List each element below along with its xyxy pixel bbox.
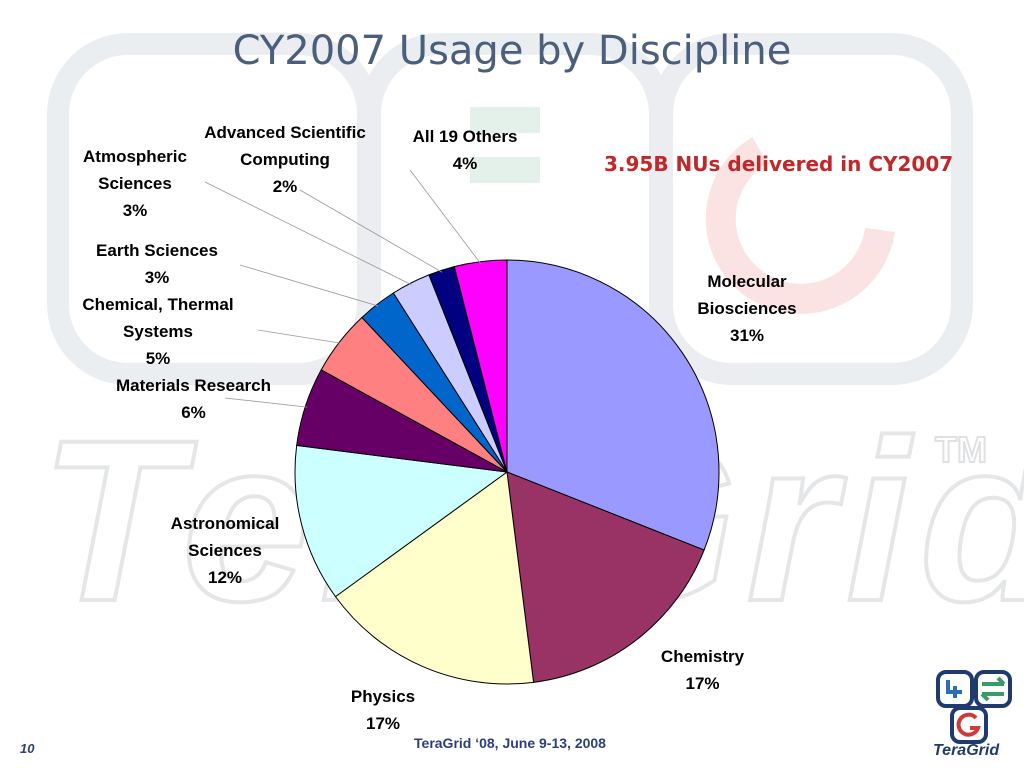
leader-line: [257, 329, 342, 344]
label-astronomical-sciences: Astronomical Sciences 12%: [170, 514, 280, 587]
leader-line: [299, 189, 443, 273]
label-atmospheric-sciences: Atmospheric Sciences 3%: [83, 147, 187, 220]
label-physics: Physics 17%: [350, 687, 416, 733]
label-chemical-thermal-systems: Chemical, Thermal Systems 5%: [82, 295, 234, 368]
watermark-trademark: TM: [935, 429, 987, 470]
pie-slice-astronomical-sciences: [294, 444, 509, 598]
pie-slice-molecular-biosciences: [506, 259, 720, 551]
page-number: 10: [20, 741, 35, 756]
teragrid-logo-text: TeraGrid: [933, 742, 1000, 759]
label-materials-research: Materials Research 6%: [116, 376, 271, 422]
pie-slice-chemistry: [506, 471, 705, 683]
nus-delivered-subtitle: 3.95B NUs delivered in CY2007: [604, 152, 954, 176]
footer-event: TeraGrid ‘08, June 9-13, 2008: [414, 735, 606, 751]
label-earth-sciences: Earth Sciences 3%: [96, 241, 218, 287]
slide-title: CY2007 Usage by Discipline: [232, 28, 792, 74]
pie-slice-all-19-others: [453, 259, 508, 473]
leader-line: [204, 181, 412, 286]
leader-line: [409, 169, 481, 264]
label-chemistry: Chemistry 17%: [660, 647, 745, 693]
label-advanced-scientific-computing: Advanced Scientific Computing 2%: [204, 123, 366, 196]
leader-line: [224, 397, 308, 408]
label-molecular-biosciences: Molecular Biosciences 31%: [697, 272, 797, 345]
pie-slice-physics: [334, 471, 535, 685]
label-all-19-others: All 19 Others 4%: [412, 127, 518, 173]
teragrid-logo-icon: [936, 670, 1012, 744]
leader-line: [239, 264, 379, 307]
